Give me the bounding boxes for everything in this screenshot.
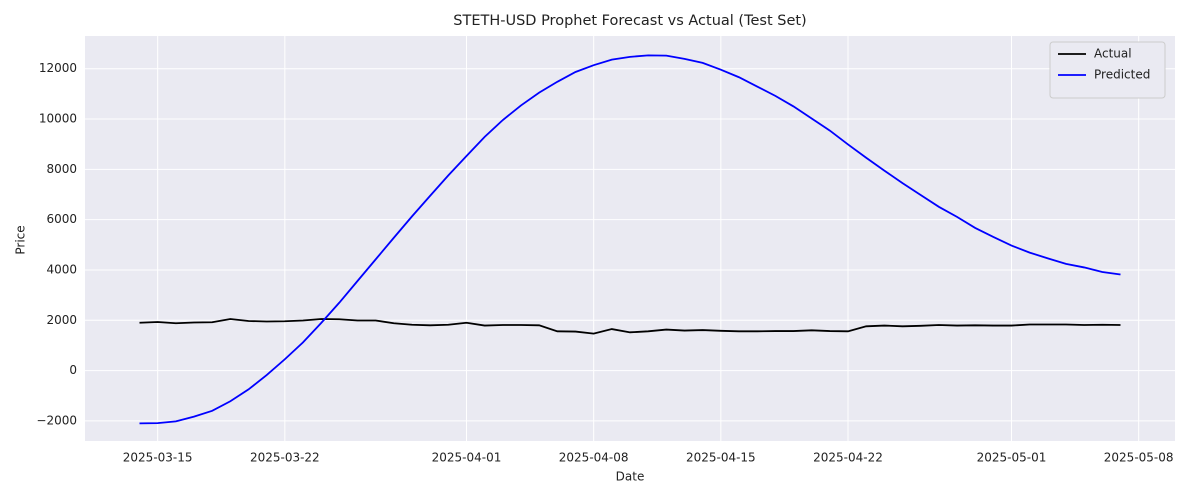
- x-tick-label: 2025-03-22: [250, 451, 320, 465]
- x-tick-label: 2025-04-15: [686, 451, 756, 465]
- chart-title: STETH-USD Prophet Forecast vs Actual (Te…: [453, 13, 806, 29]
- plot-area: [85, 36, 1175, 441]
- line-series: [139, 54, 1121, 425]
- legend: Actual Predicted: [1049, 41, 1166, 99]
- x-tick-label: 2025-04-08: [559, 451, 629, 465]
- line-series: [139, 318, 1121, 335]
- y-tick-label: 8000: [46, 162, 77, 176]
- x-axis-label: Date: [616, 470, 645, 484]
- y-tick-label: 2000: [46, 313, 77, 327]
- legend-box: [1049, 41, 1166, 99]
- x-tick-label: 2025-04-22: [813, 451, 883, 465]
- y-tick-label: 10000: [39, 112, 77, 126]
- x-tick-label: 2025-05-08: [1104, 451, 1174, 465]
- x-tick-label: 2025-04-01: [432, 451, 502, 465]
- x-tick-label: 2025-03-15: [123, 451, 193, 465]
- y-tick-label: 0: [69, 363, 77, 377]
- x-tick-label: 2025-05-01: [977, 451, 1047, 465]
- legend-label: Actual: [1094, 47, 1132, 61]
- y-axis-label: Price: [14, 225, 28, 254]
- y-tick-label: 6000: [46, 212, 77, 226]
- y-tick-label: 12000: [39, 61, 77, 75]
- y-tick-label: −2000: [36, 413, 77, 427]
- legend-label: Predicted: [1094, 68, 1150, 82]
- y-tick-label: 4000: [46, 262, 77, 276]
